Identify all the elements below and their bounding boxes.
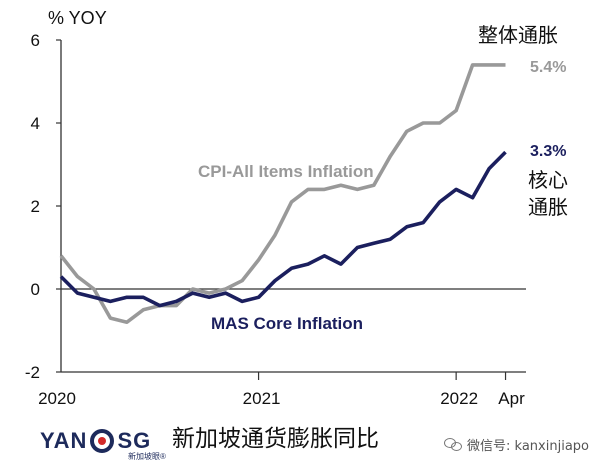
- wechat-label: 微信号: kanxinjiapo: [467, 439, 589, 454]
- footer: YAN SG 新加坡眼® 新加坡通货膨胀同比 微信号: kanxinjiapo: [0, 408, 601, 474]
- y-tick-label: 4: [31, 114, 40, 133]
- y-tick-label: 6: [31, 31, 40, 50]
- x-tick-label: 2021: [243, 389, 281, 408]
- y-tick-label: -2: [25, 363, 40, 382]
- logo-subtext: 新加坡眼®: [128, 452, 166, 461]
- core-cn-label-line1: 核心: [528, 168, 568, 192]
- cpi-series-label: CPI-All Items Inflation: [198, 162, 374, 181]
- y-axis-title: % YOY: [48, 8, 107, 28]
- inflation-chart: % YOY 6 4 2 0 -2 2020 2021 2022 Apr CPI-All Ite…: [25, 8, 568, 408]
- cpi-cn-label: 整体通胀: [478, 23, 558, 47]
- logo-text-right: SG: [117, 428, 152, 453]
- wechat-id: 微信号: kanxinjiapo: [444, 435, 589, 454]
- core-cn-label-line2: 通胀: [528, 195, 568, 219]
- cpi-series-line: [59, 63, 506, 325]
- y-tick-label: 0: [31, 280, 40, 299]
- x-tick-label: Apr: [498, 389, 525, 408]
- cpi-end-label: 5.4%: [530, 59, 566, 76]
- yansg-logo: YAN SG 新加坡眼®: [40, 421, 166, 461]
- footer-title: 新加坡通货膨胀同比: [172, 426, 379, 452]
- y-tick-label: 2: [31, 197, 40, 216]
- wechat-icon: [444, 437, 463, 452]
- x-tick-label: 2022: [440, 389, 478, 408]
- core-series-line: [59, 150, 507, 308]
- logo-text-left: YAN: [40, 428, 88, 453]
- x-tick-label: 2020: [38, 389, 76, 408]
- core-series-label: MAS Core Inflation: [211, 314, 363, 333]
- logo-eye-icon: [90, 429, 115, 453]
- core-end-label: 3.3%: [530, 143, 566, 160]
